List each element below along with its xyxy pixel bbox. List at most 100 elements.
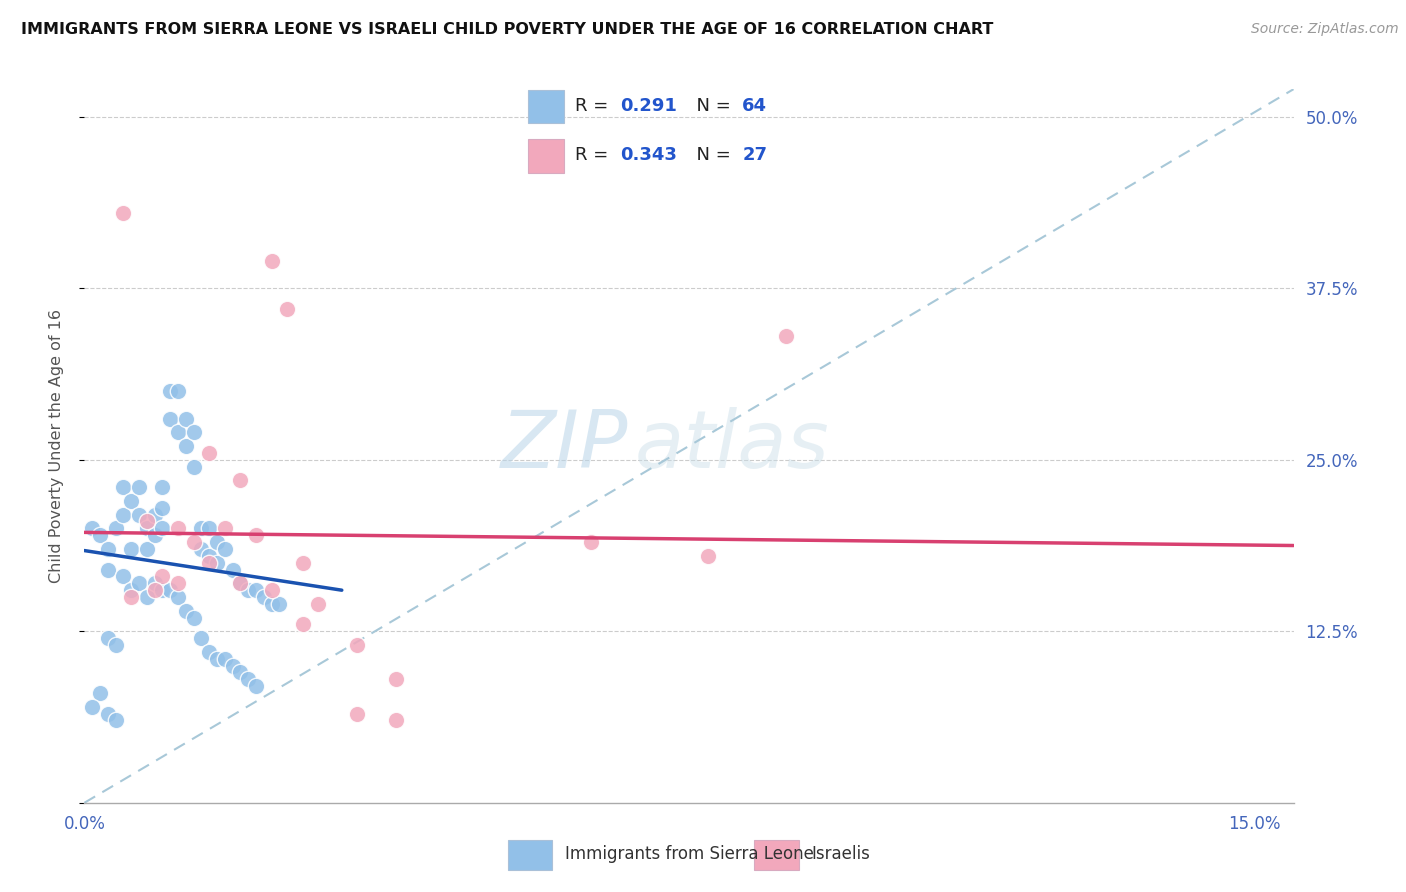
Point — [104, 521, 127, 535]
Point — [97, 706, 120, 721]
Point — [205, 651, 228, 665]
Point — [198, 446, 221, 460]
Point — [229, 576, 252, 591]
Point — [183, 459, 205, 474]
Point — [135, 515, 157, 529]
Point — [167, 590, 190, 604]
Point — [221, 658, 243, 673]
Bar — [754, 840, 799, 870]
Point — [346, 638, 368, 652]
Point — [245, 528, 267, 542]
Point — [238, 673, 260, 687]
Point — [775, 329, 797, 343]
Point — [238, 583, 260, 598]
Text: atlas: atlas — [634, 407, 830, 485]
Text: 27: 27 — [742, 145, 768, 163]
Point — [120, 583, 142, 598]
Point — [143, 583, 166, 598]
Point — [291, 617, 314, 632]
Point — [167, 425, 190, 440]
Point — [198, 521, 221, 535]
Point — [198, 549, 221, 563]
Point — [128, 480, 150, 494]
Point — [174, 604, 197, 618]
Point — [260, 253, 283, 268]
Point — [150, 569, 173, 583]
Point — [260, 583, 283, 598]
Bar — [529, 139, 564, 173]
Bar — [508, 840, 551, 870]
Point — [190, 521, 212, 535]
Point — [245, 679, 267, 693]
Point — [190, 541, 212, 556]
Text: Israelis: Israelis — [811, 845, 870, 863]
Point — [112, 480, 135, 494]
Point — [135, 541, 157, 556]
Point — [221, 562, 243, 576]
Point — [89, 528, 111, 542]
Point — [385, 714, 408, 728]
Point — [174, 439, 197, 453]
Point — [183, 535, 205, 549]
Point — [89, 686, 111, 700]
Point — [167, 384, 190, 398]
Point — [120, 590, 142, 604]
Point — [143, 508, 166, 522]
Point — [112, 508, 135, 522]
Text: Immigrants from Sierra Leone: Immigrants from Sierra Leone — [565, 845, 814, 863]
Y-axis label: Child Poverty Under the Age of 16: Child Poverty Under the Age of 16 — [49, 309, 63, 583]
Text: N =: N = — [685, 97, 737, 115]
Point — [128, 576, 150, 591]
Point — [82, 521, 104, 535]
Point — [190, 631, 212, 645]
Point — [346, 706, 368, 721]
Point — [159, 583, 181, 598]
Point — [112, 205, 135, 219]
Point — [159, 384, 181, 398]
Text: 0.343: 0.343 — [620, 145, 678, 163]
Point — [120, 541, 142, 556]
Point — [143, 528, 166, 542]
Point — [150, 521, 173, 535]
Point — [183, 425, 205, 440]
Point — [128, 508, 150, 522]
Point — [150, 500, 173, 515]
Point — [104, 638, 127, 652]
Point — [135, 590, 157, 604]
Point — [214, 651, 236, 665]
Point — [253, 590, 276, 604]
Bar — [529, 89, 564, 123]
Text: ZIP: ZIP — [501, 407, 628, 485]
Point — [269, 597, 291, 611]
Point — [198, 556, 221, 570]
Point — [143, 576, 166, 591]
Point — [159, 411, 181, 425]
Point — [112, 569, 135, 583]
Point — [581, 535, 603, 549]
Point — [385, 673, 408, 687]
Point — [167, 576, 190, 591]
Point — [697, 549, 720, 563]
Text: 64: 64 — [742, 97, 768, 115]
Point — [245, 583, 267, 598]
Point — [97, 541, 120, 556]
Point — [104, 714, 127, 728]
Point — [198, 645, 221, 659]
Text: R =: R = — [575, 97, 614, 115]
Point — [276, 301, 298, 316]
Point — [183, 610, 205, 624]
Text: 0.291: 0.291 — [620, 97, 678, 115]
Point — [229, 473, 252, 487]
Point — [167, 521, 190, 535]
Point — [174, 411, 197, 425]
Point — [135, 521, 157, 535]
Text: N =: N = — [685, 145, 737, 163]
Point — [229, 665, 252, 680]
Point — [260, 597, 283, 611]
Point — [120, 494, 142, 508]
Point — [82, 699, 104, 714]
Point — [150, 480, 173, 494]
Point — [229, 576, 252, 591]
Point — [291, 556, 314, 570]
Point — [97, 631, 120, 645]
